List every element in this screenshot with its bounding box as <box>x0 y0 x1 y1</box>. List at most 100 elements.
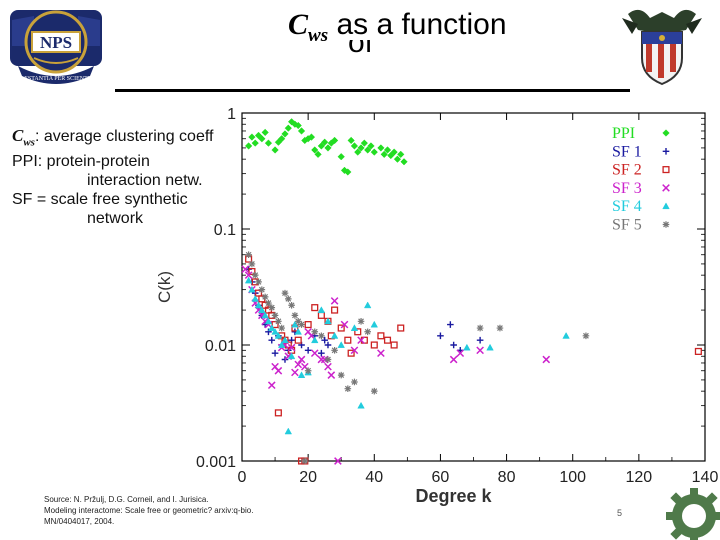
point-sf3 <box>324 362 332 371</box>
source-citation: Source: N. Pržulj, D.G. Corneil, and I. … <box>44 494 253 527</box>
definition-ppi: PPI: protein-protein <box>12 153 150 171</box>
point-sf4 <box>254 301 263 309</box>
point-sf3 <box>449 355 458 364</box>
title-symbol: Cws <box>288 8 329 46</box>
point-sf5 <box>318 332 325 340</box>
west-point-crest-icon <box>622 9 702 86</box>
legend-label-sf2: SF 2 <box>612 162 642 179</box>
point-sf5 <box>370 387 378 395</box>
point-sf5 <box>288 301 295 309</box>
point-sf2 <box>344 336 352 344</box>
definition-sf: SF = scale free synthetic <box>12 191 188 209</box>
point-sf5 <box>291 312 299 319</box>
x-tick-label: 60 <box>432 469 450 486</box>
point-ppi <box>317 142 326 150</box>
point-sf4 <box>562 332 570 339</box>
point-sf5 <box>268 304 276 311</box>
point-sf4 <box>251 295 259 302</box>
point-ppi <box>380 150 388 159</box>
point-sf5 <box>294 318 302 325</box>
point-sf4 <box>311 336 319 344</box>
point-sf5 <box>281 289 289 297</box>
point-sf5 <box>265 299 272 307</box>
point-ppi <box>324 144 332 152</box>
point-sf5 <box>304 367 312 375</box>
series-ppi <box>244 118 408 176</box>
point-ppi <box>400 158 408 166</box>
x-tick-label: 100 <box>559 469 586 486</box>
legend-label-sf4: SF 4 <box>612 198 642 215</box>
point-sf2 <box>274 409 282 417</box>
point-sf5 <box>582 332 590 340</box>
point-sf4 <box>357 401 365 409</box>
point-ppi <box>397 150 405 159</box>
gear-emblem-icon <box>666 488 720 540</box>
point-sf1 <box>265 328 272 336</box>
point-sf5 <box>351 378 358 386</box>
legend-marker-sf1 <box>662 148 670 155</box>
point-sf1 <box>304 347 312 354</box>
point-sf2 <box>694 347 702 355</box>
point-ppi <box>311 146 319 154</box>
legend-marker-sf2 <box>662 166 670 174</box>
point-sf4 <box>463 343 471 351</box>
point-sf4 <box>297 371 306 379</box>
title-text: as a function <box>336 8 507 41</box>
definition-cws: Cws: average clustering coeff <box>12 126 214 149</box>
point-sf5 <box>331 347 338 354</box>
point-ppi <box>307 133 316 141</box>
point-sf4 <box>268 324 276 331</box>
point-sf5 <box>255 278 262 286</box>
point-ppi <box>337 153 345 161</box>
point-sf4 <box>330 332 339 339</box>
definition-sf-cont: network <box>87 210 144 228</box>
point-sf4 <box>284 427 293 435</box>
point-sf5 <box>364 328 371 336</box>
point-sf1 <box>318 349 325 357</box>
point-ppi <box>364 146 372 154</box>
series-sf4 <box>244 276 570 435</box>
point-sf2 <box>397 324 405 332</box>
point-sf3 <box>297 355 306 364</box>
point-ppi <box>370 148 378 156</box>
svg-text:PRAESTANTIA PER SCIENTIAM: PRAESTANTIA PER SCIENTIAM <box>13 76 101 82</box>
point-ppi <box>330 136 339 145</box>
point-sf3 <box>310 349 319 358</box>
legend-marker-sf3 <box>662 184 670 192</box>
point-sf4 <box>324 317 332 325</box>
point-sf3 <box>334 457 342 465</box>
point-sf1 <box>324 341 332 349</box>
x-tick-label: 120 <box>626 469 653 486</box>
point-sf5 <box>476 324 484 332</box>
point-sf3 <box>476 346 484 355</box>
legend-marker-sf5 <box>662 221 670 228</box>
point-sf3 <box>542 355 551 364</box>
point-ppi <box>248 133 256 141</box>
x-tick-label: 40 <box>365 469 383 486</box>
point-sf4 <box>350 324 359 331</box>
y-tick-label: 1 <box>227 106 236 123</box>
point-sf2 <box>377 332 385 340</box>
point-sf1 <box>476 336 484 344</box>
point-sf3 <box>267 381 276 390</box>
x-tick-label: 140 <box>692 469 719 486</box>
point-sf3 <box>287 343 296 352</box>
point-sf3 <box>340 320 349 329</box>
slide-title: Cws as a function <box>288 8 507 47</box>
point-sf4 <box>258 306 266 313</box>
point-sf3 <box>291 368 299 377</box>
point-sf4 <box>317 306 326 313</box>
point-sf4 <box>277 341 286 348</box>
point-sf5 <box>324 356 332 363</box>
point-sf4 <box>486 343 494 351</box>
point-ppi <box>287 118 296 126</box>
x-axis-label: Degree k <box>415 486 492 506</box>
point-ppi <box>393 155 402 163</box>
point-sf5 <box>251 271 259 279</box>
point-sf2 <box>354 328 362 336</box>
point-sf5 <box>357 318 365 325</box>
point-ppi <box>347 136 355 145</box>
point-sf5 <box>245 251 252 259</box>
